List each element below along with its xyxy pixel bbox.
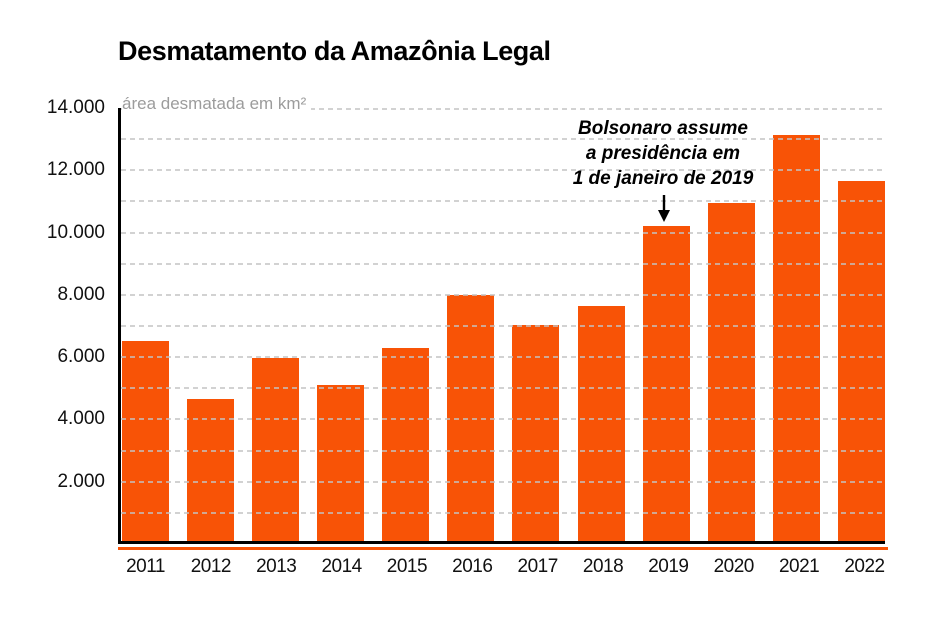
gridline (121, 294, 885, 296)
x-tick-label: 2013 (256, 556, 297, 577)
x-axis-tick-labels: 2011 2012 2013 2014 2015 2016 2017 2018 2019 2020… (121, 556, 888, 578)
y-tick-label: 10.000 (46, 222, 105, 243)
annotation-text: Bolsonaro assume a presidência em 1 de jan… (522, 116, 804, 191)
annotation-line: Bolsonaro assume (578, 118, 748, 139)
gridline (121, 356, 885, 358)
bar-series (121, 108, 885, 541)
annotation-line: a presidência em (585, 143, 741, 164)
gridline (121, 512, 885, 514)
y-tick-label: 12.000 (46, 159, 105, 180)
x-tick-label: 2012 (190, 556, 232, 577)
bar-2020 (707, 203, 755, 541)
bar-2022 (837, 181, 885, 541)
gridline (121, 481, 885, 483)
bar-2015 (382, 348, 430, 541)
gridline (121, 263, 885, 265)
x-tick-label: 2017 (517, 556, 559, 577)
gridline (121, 325, 885, 327)
y-tick-label: 8.000 (57, 284, 105, 305)
x-tick-label: 2014 (321, 556, 362, 577)
gridline (121, 169, 885, 171)
bar-2012 (187, 399, 235, 541)
bar-2018 (577, 306, 625, 541)
plot-area (118, 108, 885, 544)
bar-2019 (642, 226, 690, 541)
x-tick-label: 2019 (648, 556, 689, 577)
bar-2014 (317, 385, 365, 541)
y-axis-tick-labels: 2.000 4.000 6.000 8.000 10.000 12.000 14.000 (0, 97, 105, 544)
bar-2017 (512, 325, 560, 541)
x-axis-underline (118, 547, 888, 550)
bar-2021 (772, 135, 820, 541)
y-tick-label: 4.000 (57, 408, 105, 429)
x-tick-label: 2011 (126, 556, 165, 577)
x-tick-label: 2021 (778, 556, 820, 577)
y-tick-label: 6.000 (57, 346, 105, 367)
y-axis-title: área desmatada em km² (122, 94, 312, 114)
y-tick-label: 14.000 (46, 97, 105, 118)
gridline (121, 418, 885, 420)
gridline (121, 108, 885, 110)
bar-2011 (122, 341, 169, 541)
y-tick-label: 2.000 (57, 471, 105, 492)
gridline (121, 387, 885, 389)
x-tick-label: 2016 (452, 556, 493, 577)
x-tick-label: 2020 (713, 556, 755, 577)
down-arrow-icon (658, 195, 670, 222)
x-tick-label: 2018 (582, 556, 624, 577)
chart-title: Desmatamento da Amazônia Legal (118, 36, 551, 66)
gridline (121, 232, 885, 234)
x-tick-label: 2022 (844, 556, 885, 577)
gridline (121, 450, 885, 452)
gridline (121, 200, 885, 202)
gridline (121, 138, 885, 140)
x-tick-label: 2015 (386, 556, 428, 577)
annotation-line: 1 de janeiro de 2019 (572, 168, 754, 189)
